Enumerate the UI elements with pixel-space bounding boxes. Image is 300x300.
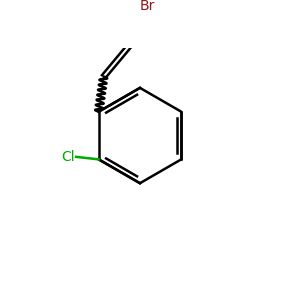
Text: Cl: Cl [61, 150, 75, 164]
Text: Br: Br [140, 0, 155, 13]
